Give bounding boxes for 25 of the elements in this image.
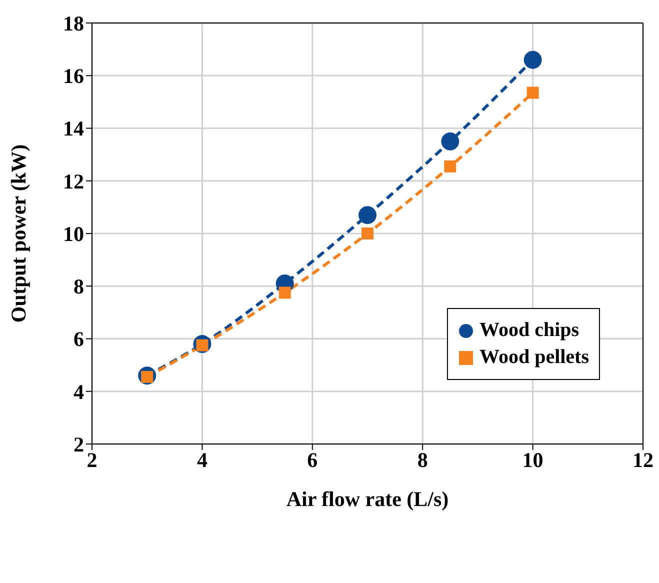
x-tick-label: 12 bbox=[632, 448, 654, 472]
y-tick-label: 4 bbox=[74, 380, 84, 404]
y-axis-title: Output power (kW) bbox=[6, 144, 30, 323]
point bbox=[362, 228, 374, 240]
point bbox=[524, 50, 542, 69]
x-tick-label: 6 bbox=[307, 448, 318, 472]
y-tick-label: 10 bbox=[63, 222, 84, 246]
legend-label: Wood chips bbox=[480, 319, 580, 342]
x-tick-label: 4 bbox=[196, 448, 208, 472]
point bbox=[358, 206, 376, 224]
y-tick-label: 14 bbox=[63, 116, 84, 141]
y-tick-label: 8 bbox=[74, 274, 84, 299]
x-tick-label: 10 bbox=[522, 448, 544, 472]
y-tick-label: 6 bbox=[74, 327, 84, 352]
legend-label: Wood pellets bbox=[480, 346, 589, 369]
y-tick-label: 16 bbox=[63, 64, 84, 88]
point bbox=[441, 132, 460, 150]
y-tick-label: 18 bbox=[63, 11, 84, 36]
point bbox=[526, 86, 539, 99]
x-axis-title: Air flow rate (L/s) bbox=[286, 487, 449, 511]
y-tick-label: 2 bbox=[74, 432, 84, 456]
point bbox=[278, 286, 291, 299]
y-tick-label: 12 bbox=[63, 169, 84, 194]
x-tick-label: 8 bbox=[417, 448, 428, 472]
point bbox=[444, 160, 456, 172]
